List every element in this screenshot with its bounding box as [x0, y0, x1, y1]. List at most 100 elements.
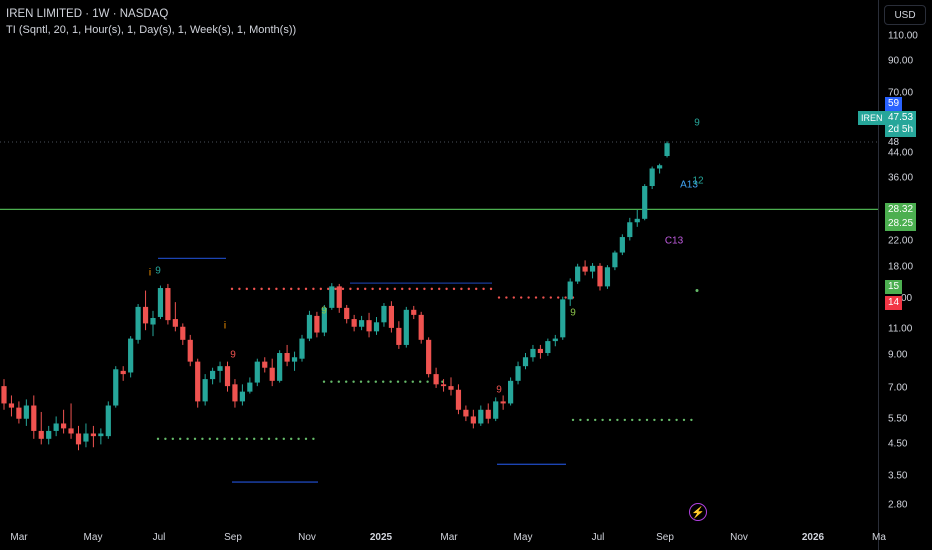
price-axis-label: 3.50: [888, 470, 908, 482]
candle-body: [589, 265, 596, 272]
support-dot: [690, 418, 693, 422]
price-axis-label: 4.50: [888, 438, 908, 450]
td-count-label: 9: [230, 349, 236, 361]
resistance-dot: [253, 287, 256, 291]
price-axis-label: 11.00: [888, 323, 913, 335]
resistance-dot: [512, 296, 515, 299]
resistance-dot: [319, 287, 322, 291]
support-dot: [267, 437, 271, 441]
support-dot: [275, 437, 278, 441]
time-axis-label: Mar: [10, 532, 28, 543]
lightning-icon[interactable]: ⚡: [689, 503, 707, 521]
candle-body: [329, 286, 335, 308]
candle-body: [433, 374, 439, 385]
resistance-dot: [245, 287, 248, 291]
resistance-dot: [497, 296, 501, 299]
line-price-tag[interactable]: 28.32: [885, 203, 917, 217]
support-dot: [322, 380, 326, 383]
support-dot: [223, 437, 226, 441]
price-axis-label: 9.00: [888, 349, 908, 361]
price-axis-label: 00: [901, 293, 913, 304]
candle-body: [530, 348, 536, 358]
price-axis-label: 2.80: [888, 499, 908, 511]
resistance-dot: [520, 296, 523, 299]
support-dot: [682, 418, 686, 422]
candle-body: [98, 433, 104, 437]
candle-body: [552, 338, 558, 342]
candle-body: [262, 361, 268, 368]
candle-body: [195, 361, 201, 402]
td-count-label: 9: [321, 305, 327, 317]
support-dot: [389, 380, 392, 383]
candle-body: [448, 386, 454, 390]
candle-body: [165, 288, 171, 321]
candle-body: [46, 430, 52, 439]
candle-body: [411, 309, 417, 315]
support-dot: [441, 380, 444, 383]
support-dot: [638, 418, 641, 422]
resistance-dot: [423, 287, 426, 291]
candle-body: [142, 306, 149, 324]
candle-body: [16, 407, 22, 419]
support-dot: [330, 380, 333, 383]
td-countdown-label: A13: [680, 179, 698, 191]
support-dot: [359, 380, 363, 383]
candle-body: [284, 353, 290, 362]
candle-body: [314, 315, 320, 333]
resistance-dot: [364, 287, 367, 291]
support-dot: [660, 418, 663, 422]
candle-body: [120, 370, 126, 375]
support-dot: [164, 437, 167, 441]
resistance-dot: [415, 287, 419, 291]
time-axis-label: Mar: [440, 532, 458, 543]
price-axis[interactable]: [878, 0, 932, 550]
resistance-dot: [378, 287, 382, 291]
resistance-dot: [327, 287, 330, 291]
candle-body: [403, 309, 409, 345]
candle-body: [291, 357, 298, 362]
candle-body: [232, 384, 238, 402]
indicator-legend[interactable]: TI (Sqntl, 20, 1, Hour(s), 1, Day(s), 1,…: [6, 24, 297, 36]
price-axis-label: 22.00: [888, 235, 914, 247]
currency-button[interactable]: USD: [884, 5, 926, 25]
info-marker: i: [223, 320, 227, 332]
candle-body: [247, 382, 253, 392]
chart-title: IREN LIMITED · 1W · NASDAQ: [6, 8, 169, 20]
candle-body: [485, 409, 491, 419]
support-dot: [312, 437, 315, 441]
price-axis-label: 90.00: [888, 55, 914, 67]
candle-body: [180, 326, 186, 340]
support-dot: [193, 437, 197, 441]
candle-body: [537, 348, 543, 354]
price-axis-label: 110.00: [888, 30, 918, 42]
candle-body: [604, 267, 611, 287]
support-dot: [645, 418, 649, 422]
candle-body: [344, 307, 350, 320]
candle-body: [90, 433, 96, 437]
resistance-dot: [371, 287, 374, 291]
candle-body: [545, 341, 551, 354]
price-axis-label: 44.00: [888, 147, 914, 159]
indicator-value-tag: 15: [885, 280, 903, 294]
candle-body: [68, 428, 74, 434]
alert-price-tag[interactable]: 59: [885, 97, 903, 111]
resistance-dot: [393, 287, 396, 291]
resistance-dot: [341, 287, 345, 291]
support-dot: [304, 437, 308, 441]
line-price-tag[interactable]: 28.25: [885, 217, 917, 231]
td-countdown-label: C13: [664, 235, 684, 247]
candle-body: [61, 423, 67, 429]
candle-body: [522, 357, 529, 367]
support-dot: [345, 380, 348, 383]
candle-body: [508, 380, 514, 404]
support-dot: [367, 380, 370, 383]
candle-body: [642, 186, 648, 219]
candle-body: [619, 237, 625, 253]
candle-body: [38, 430, 44, 439]
candle-body: [210, 370, 216, 380]
resistance-dot: [408, 287, 411, 291]
support-dot: [382, 380, 385, 383]
resistance-dot: [282, 287, 285, 291]
resistance-dot: [534, 296, 538, 299]
